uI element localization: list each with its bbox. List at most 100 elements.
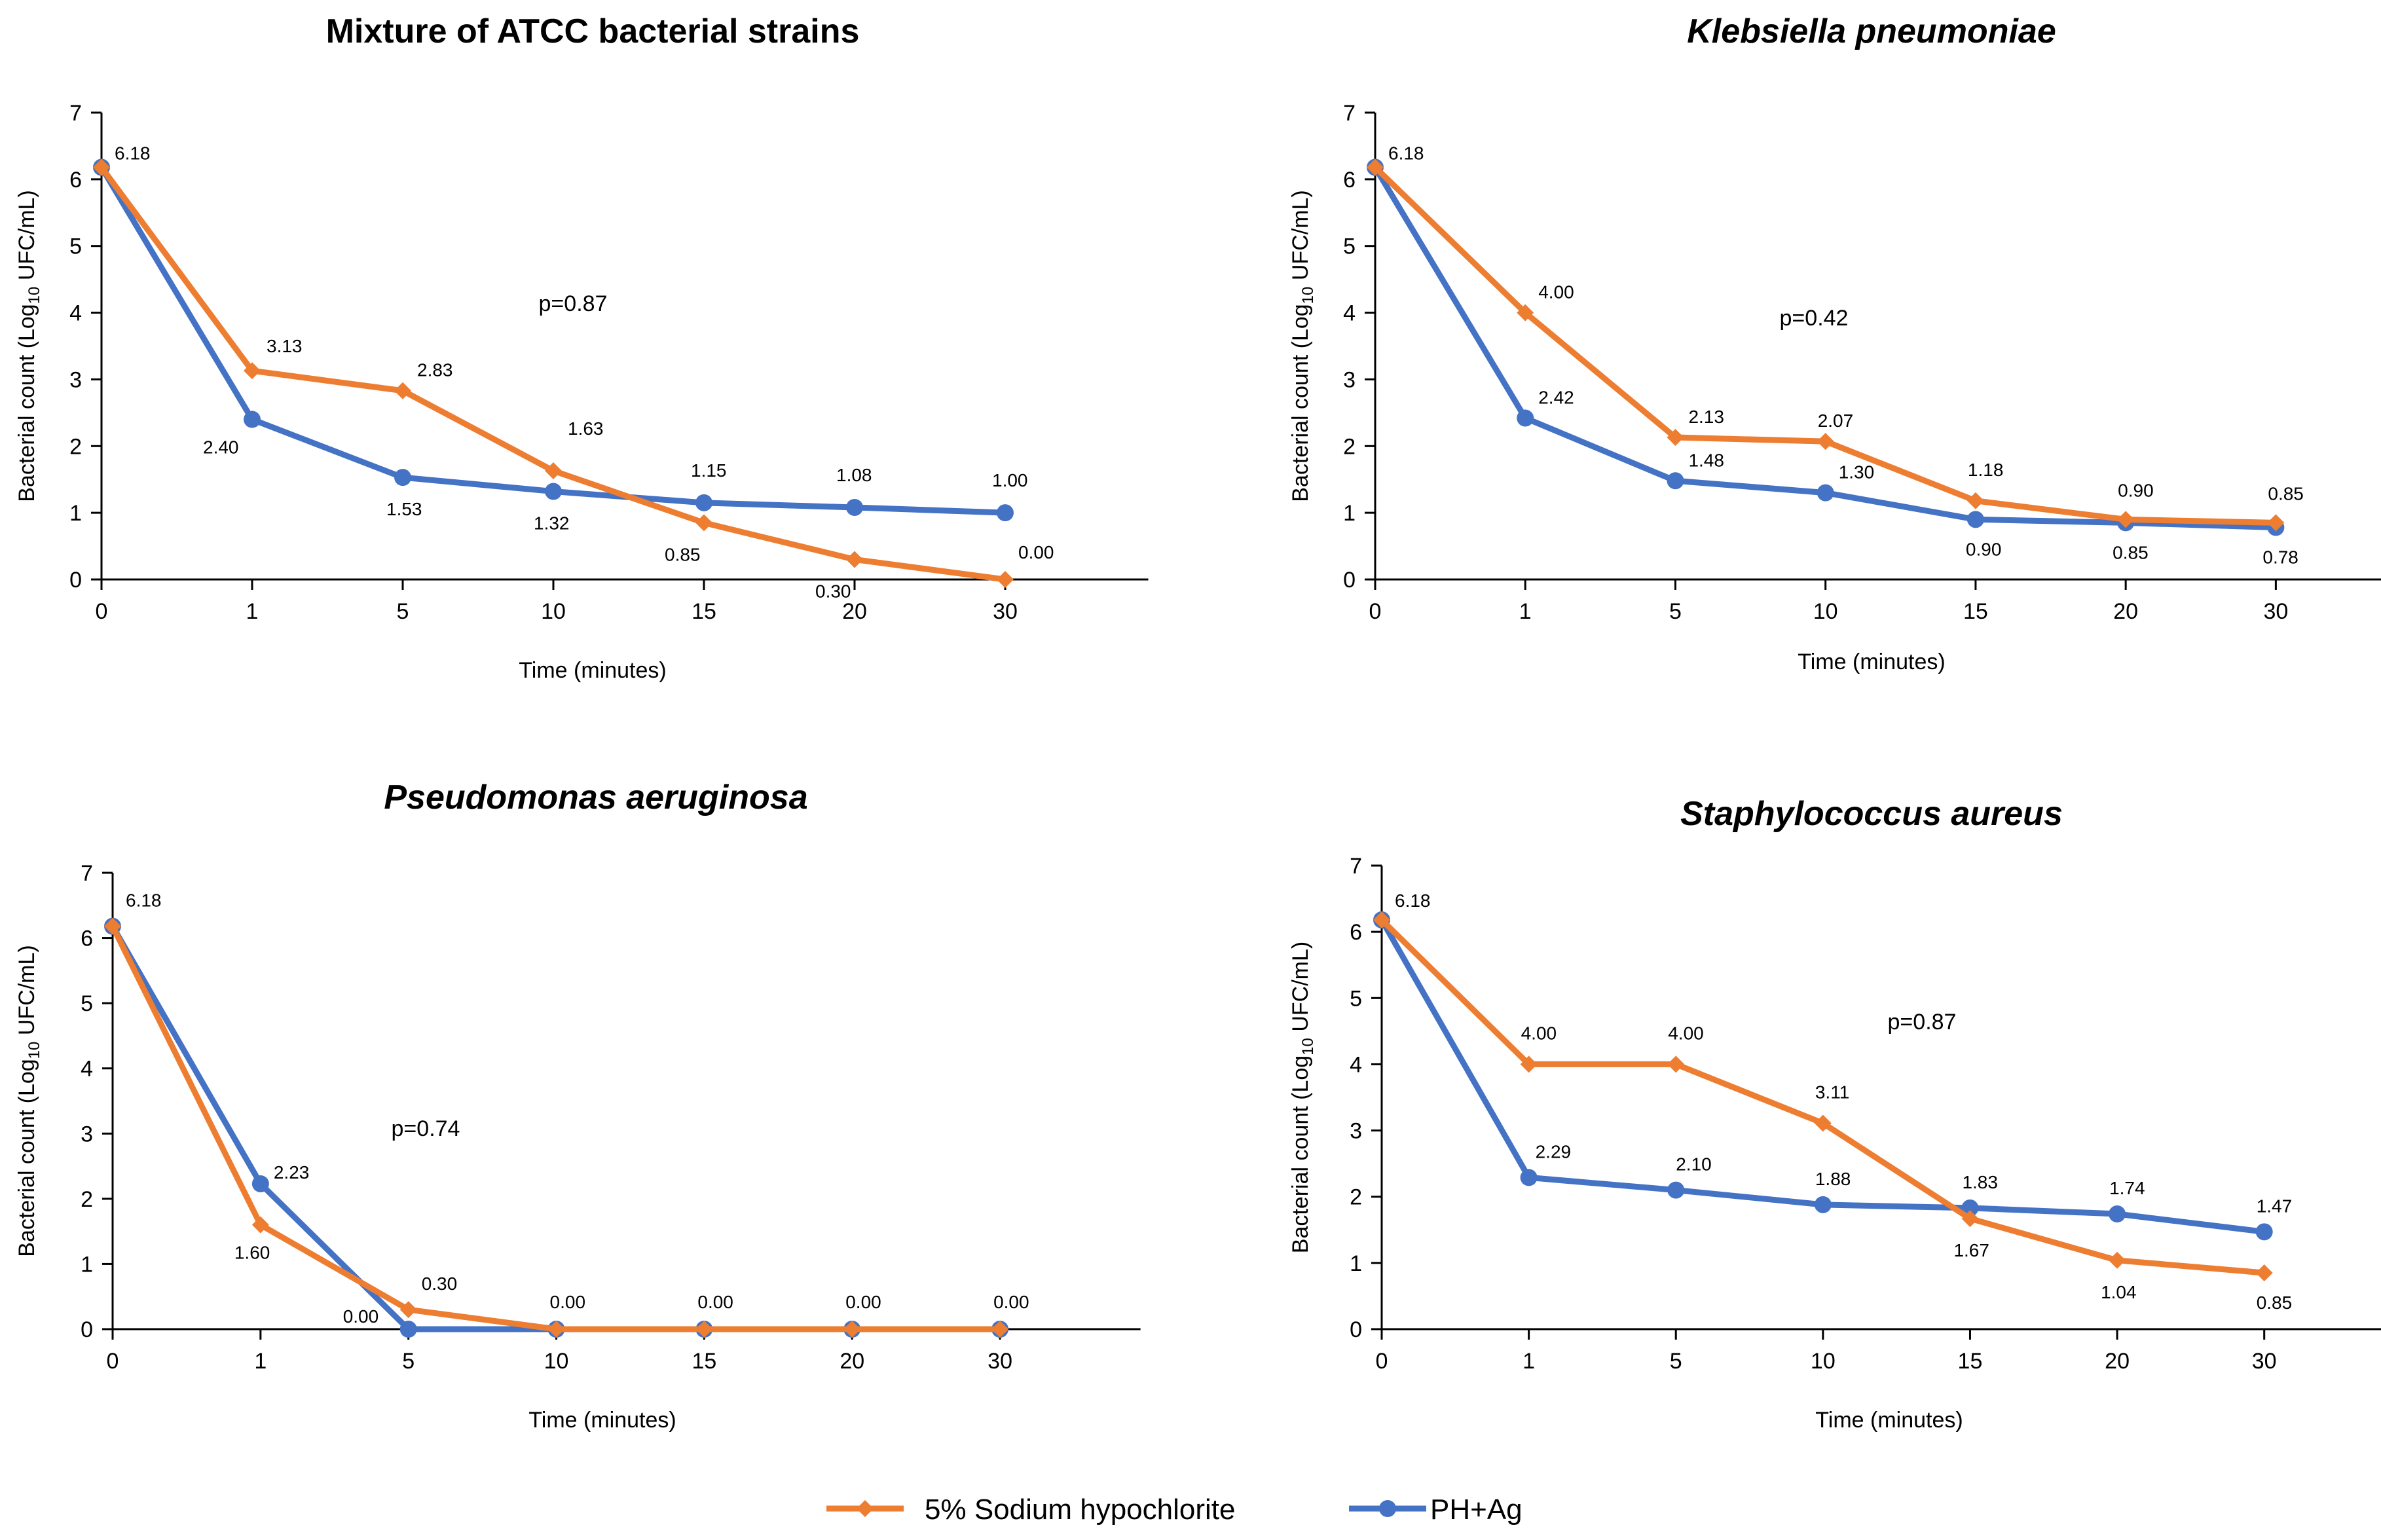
- data-point-naocl: [1961, 1210, 1979, 1228]
- data-label-naocl: 1.67: [1953, 1240, 1989, 1260]
- x-tick-label: 1: [1519, 599, 1532, 624]
- data-point-phag: [399, 1321, 417, 1338]
- x-tick-label: 1: [246, 599, 259, 624]
- x-tick-label: 1: [1523, 1349, 1535, 1374]
- x-axis-label: Time (minutes): [1815, 1408, 1963, 1433]
- y-axis-label: Bacterial count (Log10 UFC/mL): [1288, 190, 1317, 502]
- data-point-phag: [394, 469, 411, 486]
- data-label-naocl: 0.30: [422, 1274, 458, 1294]
- data-point-phag: [1667, 1181, 1685, 1199]
- y-tick-label: 4: [1343, 301, 1356, 326]
- data-label-naocl: 0.00: [1018, 542, 1054, 562]
- data-point-naocl: [399, 1301, 417, 1319]
- data-label-naocl: 2.83: [417, 360, 453, 380]
- data-label-naocl: 0.00: [550, 1292, 586, 1312]
- data-label-naocl: 6.18: [1388, 143, 1424, 164]
- data-label-phag: 0.85: [2113, 542, 2149, 562]
- x-tick-label: 20: [2113, 599, 2138, 624]
- x-axis-label: Time (minutes): [1798, 650, 1945, 674]
- x-tick-label: 1: [254, 1349, 267, 1374]
- data-label-phag: 2.23: [274, 1162, 310, 1182]
- data-point-naocl: [1520, 1055, 1538, 1073]
- data-point-phag: [1966, 511, 1984, 528]
- chart-title: Staphylococcus aureus: [1680, 795, 2063, 833]
- data-point-naocl: [843, 1321, 861, 1338]
- data-label-naocl: 4.00: [1668, 1023, 1704, 1043]
- y-tick-label: 0: [69, 568, 82, 593]
- data-label-phag: 2.10: [1676, 1154, 1712, 1175]
- data-point-phag: [244, 411, 261, 428]
- data-label-phag: 1.47: [2257, 1196, 2293, 1216]
- chart-title: Klebsiella pneumoniae: [1687, 12, 2056, 50]
- x-tick-label: 15: [1963, 599, 1988, 624]
- data-label-naocl: 0.85: [665, 544, 701, 564]
- data-label-naocl: 0.30: [815, 581, 851, 601]
- y-tick-label: 2: [81, 1187, 93, 1212]
- data-point-naocl: [1667, 429, 1684, 447]
- chart-panel-1: Mixture of ATCC bacterial strains 0 1 2 3 4 5 6…: [14, 12, 1149, 683]
- y-tick-label: 6: [1350, 920, 1362, 945]
- y-tick-label: 7: [81, 861, 93, 886]
- data-label-naocl: 1.60: [234, 1243, 270, 1263]
- x-tick-label: 5: [1669, 599, 1682, 624]
- y-tick-label: 0: [81, 1317, 93, 1342]
- data-point-naocl: [2255, 1264, 2273, 1282]
- x-tick-label: 5: [397, 599, 409, 624]
- data-point-naocl: [1817, 433, 1834, 450]
- series-line-naocl: [1373, 165, 2276, 526]
- data-label-naocl: 3.11: [1815, 1082, 1849, 1102]
- series-line-phag: [99, 166, 1006, 516]
- series-line-phag: [1373, 166, 2276, 531]
- y-tick-label: 5: [1343, 234, 1356, 259]
- x-tick-label: 30: [2263, 599, 2288, 624]
- y-axis-label: Bacterial count (Log10 UFC/mL): [14, 190, 43, 502]
- chart-title: Mixture of ATCC bacterial strains: [326, 12, 860, 50]
- x-tick-label: 10: [544, 1349, 569, 1374]
- y-tick-label: 6: [1343, 168, 1356, 192]
- y-axis-label: Bacterial count (Log10 UFC/mL): [14, 945, 43, 1256]
- data-label-phag: 2.40: [203, 437, 239, 458]
- x-tick-label: 10: [1811, 1349, 1836, 1374]
- data-label-naocl: 0.90: [2118, 480, 2154, 500]
- data-label-phag: 1.30: [1839, 462, 1875, 483]
- y-tick-label: 4: [69, 301, 82, 326]
- legend-naocl-label: 5% Sodium hypochlorite: [925, 1494, 1235, 1526]
- x-tick-label: 30: [993, 599, 1018, 624]
- data-point-phag: [1667, 472, 1684, 490]
- data-point-phag: [1814, 1196, 1832, 1213]
- x-tick-label: 10: [1813, 599, 1838, 624]
- data-label-naocl: 4.00: [1538, 282, 1574, 302]
- data-label-phag: 1.48: [1688, 450, 1724, 470]
- data-point-naocl: [2117, 511, 2135, 528]
- data-label-phag: 2.29: [1536, 1141, 1572, 1162]
- data-point-phag: [695, 494, 712, 511]
- x-tick-label: 0: [1376, 1349, 1388, 1374]
- data-label-naocl: 6.18: [115, 143, 151, 164]
- x-tick-label: 15: [692, 1349, 716, 1374]
- data-point-naocl: [547, 1321, 565, 1338]
- x-tick-label: 20: [842, 599, 867, 624]
- data-label-phag: 1.74: [2109, 1178, 2145, 1198]
- legend: 5% Sodium hypochlorite PH+Ag: [826, 1494, 1523, 1526]
- data-point-phag: [846, 498, 863, 516]
- data-label-phag: 1.08: [836, 465, 872, 485]
- data-label-phag: 1.83: [1962, 1172, 1998, 1192]
- x-tick-label: 20: [2105, 1349, 2130, 1374]
- x-tick-label: 15: [692, 599, 716, 624]
- y-tick-label: 5: [81, 991, 93, 1016]
- y-tick-label: 0: [1350, 1317, 1362, 1342]
- data-label-phag: 2.42: [1538, 388, 1574, 408]
- data-point-naocl: [251, 1216, 269, 1234]
- data-point-phag: [2255, 1223, 2273, 1241]
- y-tick-label: 3: [81, 1122, 93, 1146]
- y-tick-label: 5: [69, 234, 82, 259]
- y-tick-label: 7: [69, 101, 82, 126]
- y-tick-label: 2: [69, 434, 82, 459]
- data-point-naocl: [545, 462, 562, 479]
- p-value: p=0.74: [392, 1116, 460, 1141]
- y-tick-label: 2: [1343, 434, 1356, 459]
- data-label-phag: 0.78: [2262, 547, 2298, 568]
